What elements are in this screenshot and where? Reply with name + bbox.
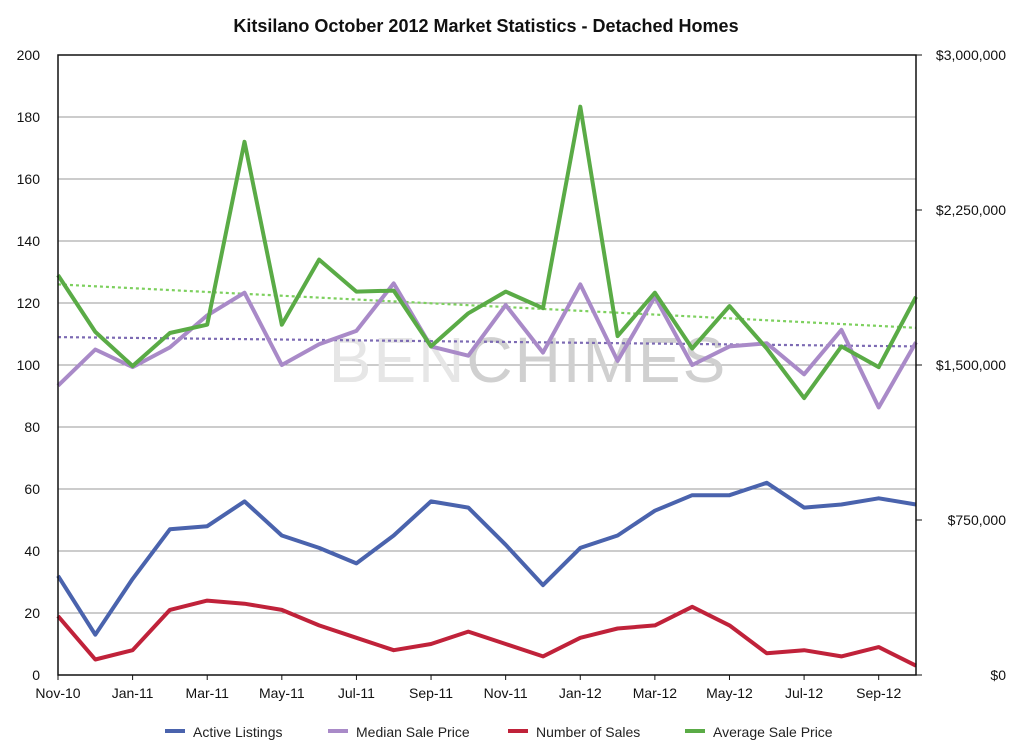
- legend: Active Listings Median Sale Price Number o…: [165, 724, 833, 740]
- y-left-tick-label: 80: [24, 419, 40, 435]
- legend-label: Active Listings: [193, 724, 282, 740]
- y-left-tick-label: 20: [24, 605, 40, 621]
- x-axis: Nov-10 Jan-11 Mar-11 May-11 Jul-11 Sep-11 Nov-…: [35, 675, 901, 701]
- x-tick-label: Nov-11: [484, 685, 528, 701]
- legend-label: Median Sale Price: [356, 724, 470, 740]
- x-tick-label: May-12: [706, 685, 753, 701]
- x-tick-label: Mar-12: [633, 685, 678, 701]
- series-line: [56, 281, 918, 410]
- y-left-tick-label: 60: [24, 481, 40, 497]
- x-tick-label: May-11: [259, 685, 305, 701]
- x-tick-label: Jan-11: [112, 685, 154, 701]
- x-tick-label: Sep-12: [856, 685, 901, 701]
- x-tick-label: Mar-11: [186, 685, 230, 701]
- y-left-tick-label: 180: [17, 109, 41, 125]
- y-axis-left: 0 20 40 60 80 100 120 140 160 180 200: [17, 47, 41, 683]
- trendlines: [57, 283, 917, 348]
- series-line: [56, 598, 917, 668]
- y-left-tick-label: 160: [17, 171, 41, 187]
- x-tick-label: Nov-10: [35, 685, 80, 701]
- chart-title: Kitsilano October 2012 Market Statistics…: [233, 16, 738, 36]
- legend-label: Number of Sales: [536, 724, 640, 740]
- series-line: [56, 480, 917, 637]
- series-line: [56, 104, 918, 401]
- y-left-tick-label: 140: [17, 233, 41, 249]
- x-tick-label: Jul-11: [338, 685, 375, 701]
- y-right-tick-label: $3,000,000: [936, 47, 1006, 63]
- y-left-tick-label: 120: [17, 295, 41, 311]
- x-tick-label: Jan-12: [559, 685, 602, 701]
- y-left-tick-label: 200: [17, 47, 41, 63]
- y-right-tick-label: $2,250,000: [936, 202, 1006, 218]
- trendline: [57, 283, 917, 329]
- x-tick-label: Sep-11: [409, 685, 453, 701]
- y-left-tick-label: 0: [32, 667, 40, 683]
- y-right-tick-label: $750,000: [948, 512, 1007, 528]
- x-tick-label: Jul-12: [785, 685, 823, 701]
- y-left-tick-label: 40: [24, 543, 40, 559]
- legend-label: Average Sale Price: [713, 724, 833, 740]
- trendline: [57, 336, 917, 348]
- y-axis-right: $0 $750,000 $1,500,000 $2,250,000 $3,000,000: [916, 47, 1006, 683]
- series-lines: [56, 104, 918, 668]
- y-right-tick-label: $0: [990, 667, 1006, 683]
- y-right-tick-label: $1,500,000: [936, 357, 1006, 373]
- y-left-tick-label: 100: [17, 357, 41, 373]
